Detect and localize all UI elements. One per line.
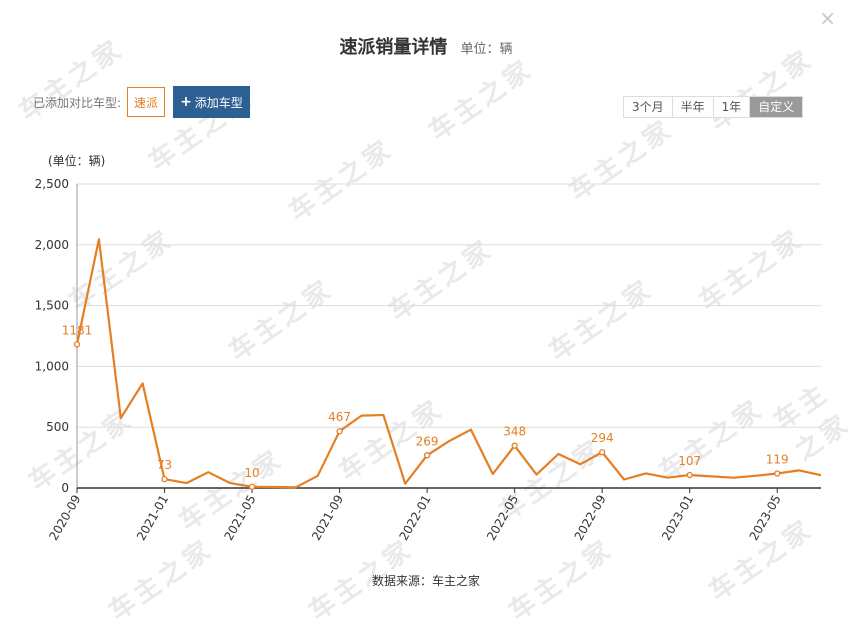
data-label: 1181 — [62, 323, 93, 337]
data-label: 467 — [328, 410, 351, 424]
compare-model-tag[interactable]: 速派 — [127, 87, 166, 117]
x-tick-label: 2021-05 — [221, 493, 258, 543]
tab-3-months[interactable]: 3个月 — [624, 97, 673, 117]
x-tick-label: 2022-09 — [572, 493, 609, 543]
title-row: 速派销量详情 单位：辆 — [0, 33, 852, 59]
y-tick-label: 2,500 — [35, 177, 69, 191]
data-point — [161, 475, 168, 483]
range-tabs: 3个月 半年 1年 自定义 — [623, 96, 804, 118]
data-point — [511, 442, 518, 449]
data-point — [599, 449, 606, 456]
data-source: 数据来源：车主之家 — [371, 574, 480, 588]
data-label: 119 — [766, 453, 789, 467]
page-title: 速派销量详情 — [339, 37, 448, 58]
add-model-button[interactable]: + 添加车型 — [173, 86, 250, 118]
y-tick-label: 0 — [61, 481, 69, 495]
data-label: 348 — [503, 425, 526, 439]
x-tick-label: 2022-01 — [397, 493, 434, 543]
tab-1-year[interactable]: 1年 — [713, 97, 751, 117]
data-label: 269 — [416, 434, 439, 448]
add-model-label: 添加车型 — [194, 95, 243, 110]
data-point — [774, 470, 781, 477]
data-point — [73, 341, 81, 348]
data-point — [686, 471, 693, 479]
x-tick-label: 2021-01 — [134, 493, 171, 543]
y-axis-label: (单位：辆) — [48, 154, 106, 168]
data-point — [248, 483, 256, 490]
compare-label: 已添加对比车型: — [33, 95, 122, 110]
close-icon[interactable]: × — [819, 6, 836, 30]
plus-icon: + — [180, 94, 192, 110]
x-tick-label: 2021-09 — [309, 493, 346, 543]
x-tick-label: 2023-01 — [659, 493, 696, 543]
tab-custom[interactable]: 自定义 — [750, 97, 803, 117]
tab-half-year[interactable]: 半年 — [672, 97, 714, 117]
series-line — [75, 238, 822, 489]
y-tick-label: 500 — [46, 420, 69, 434]
data-label: 107 — [678, 454, 701, 468]
x-tick-label: 2020-09 — [46, 493, 83, 543]
x-tick-label: 2022-05 — [484, 493, 521, 543]
data-point — [336, 428, 343, 435]
data-label: 10 — [244, 466, 259, 480]
y-tick-label: 1,000 — [35, 359, 69, 373]
data-label: 73 — [157, 458, 172, 472]
data-point — [423, 452, 431, 459]
x-tick-label: 2023-05 — [747, 493, 784, 543]
data-label: 294 — [591, 431, 614, 445]
y-tick-label: 1,500 — [35, 299, 69, 313]
title-unit: 单位：辆 — [460, 42, 513, 57]
y-tick-label: 2,000 — [35, 238, 69, 252]
compare-row: 已添加对比车型: 速派 + 添加车型 — [33, 86, 250, 118]
